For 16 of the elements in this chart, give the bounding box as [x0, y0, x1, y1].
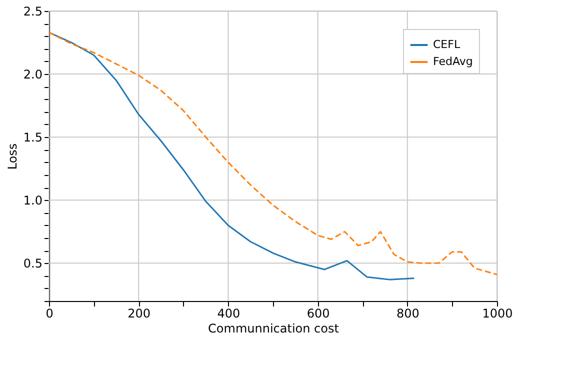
line-series — [48, 32, 498, 276]
x-tick-label: 400 — [217, 306, 240, 320]
y-tick-label: 1.5 — [23, 130, 42, 145]
x-tick-label: 600 — [306, 306, 330, 320]
legend-label: CEFL — [433, 38, 461, 51]
x-tick-label: 1000 — [482, 306, 513, 320]
y-tick-label: 2.5 — [23, 4, 42, 18]
x-axis-title: Communnication cost — [208, 322, 340, 336]
y-axis-title: Loss — [5, 143, 20, 170]
y-tick-label: 2.0 — [23, 68, 42, 82]
y-tick-label: 1.0 — [23, 194, 42, 208]
x-tick-label: 800 — [396, 306, 420, 320]
x-tick-label: 200 — [128, 306, 151, 320]
x-tick-label: 0 — [46, 306, 54, 320]
y-tick-label: 0.5 — [23, 256, 42, 271]
legend-label: FedAvg — [433, 55, 473, 68]
